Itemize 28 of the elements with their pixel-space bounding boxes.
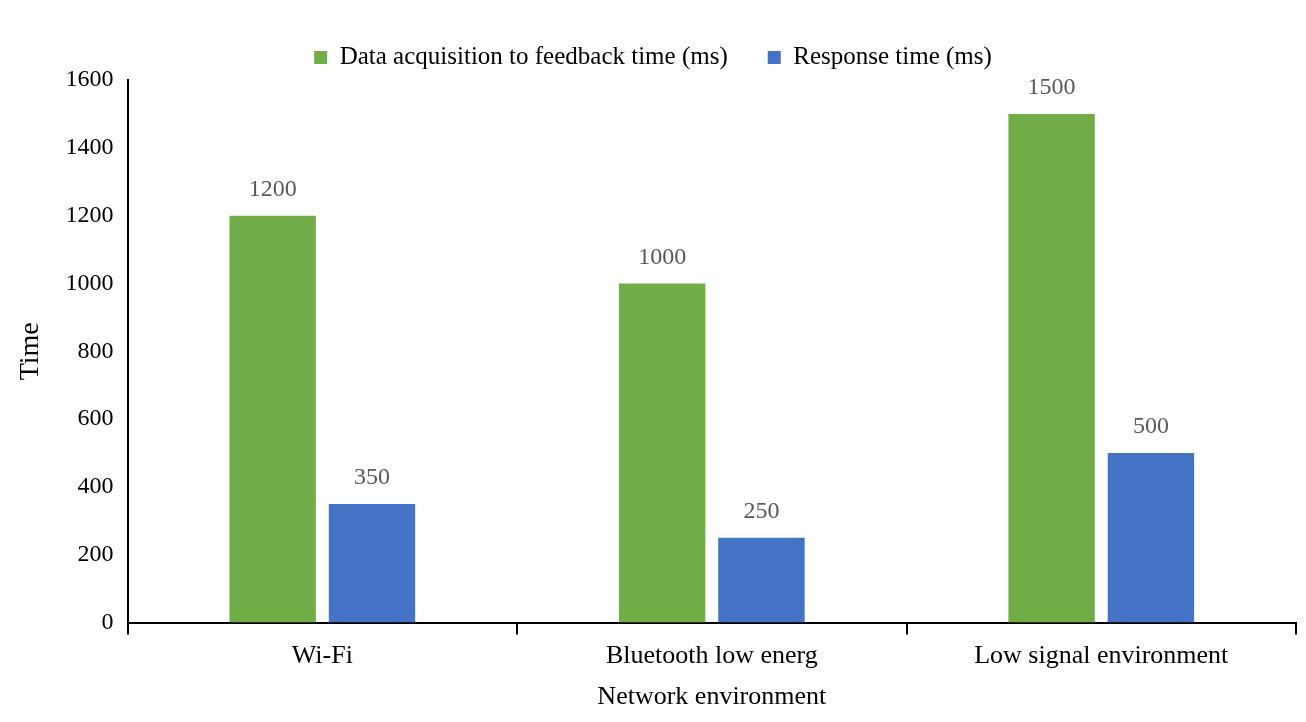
y-tick-label: 600 — [77, 404, 114, 431]
bar — [1107, 453, 1195, 623]
y-tick-label: 1400 — [65, 133, 114, 160]
data-label: 1000 — [638, 242, 687, 269]
legend-label: Data acquisition to feedback time (ms) — [339, 42, 728, 71]
bar — [328, 503, 416, 623]
x-tick-label: Wi-Fi — [291, 640, 353, 670]
x-tick-label: Bluetooth low energ — [605, 640, 818, 670]
x-tick-label: Low signal environment — [974, 640, 1230, 670]
y-tick-label: 800 — [77, 336, 114, 363]
x-axis-title: Network environment — [597, 681, 828, 711]
data-label: 350 — [353, 463, 390, 490]
legend-label: Response time (ms) — [793, 42, 992, 71]
bar — [229, 215, 316, 623]
y-tick-label: 1000 — [65, 268, 114, 295]
data-label: 500 — [1132, 412, 1169, 439]
bar — [618, 283, 706, 623]
y-axis-title: Time — [13, 322, 45, 381]
y-tick-label: 400 — [77, 472, 114, 499]
data-label: 250 — [743, 497, 780, 524]
y-tick-label: 0 — [101, 607, 114, 634]
data-label: 1200 — [248, 174, 297, 201]
data-label: 1500 — [1027, 73, 1076, 100]
bar — [1008, 113, 1095, 623]
y-tick-label: 200 — [77, 540, 114, 567]
bar — [718, 537, 805, 623]
y-tick-label: 1200 — [65, 200, 114, 227]
y-tick-label: 1600 — [65, 65, 114, 92]
